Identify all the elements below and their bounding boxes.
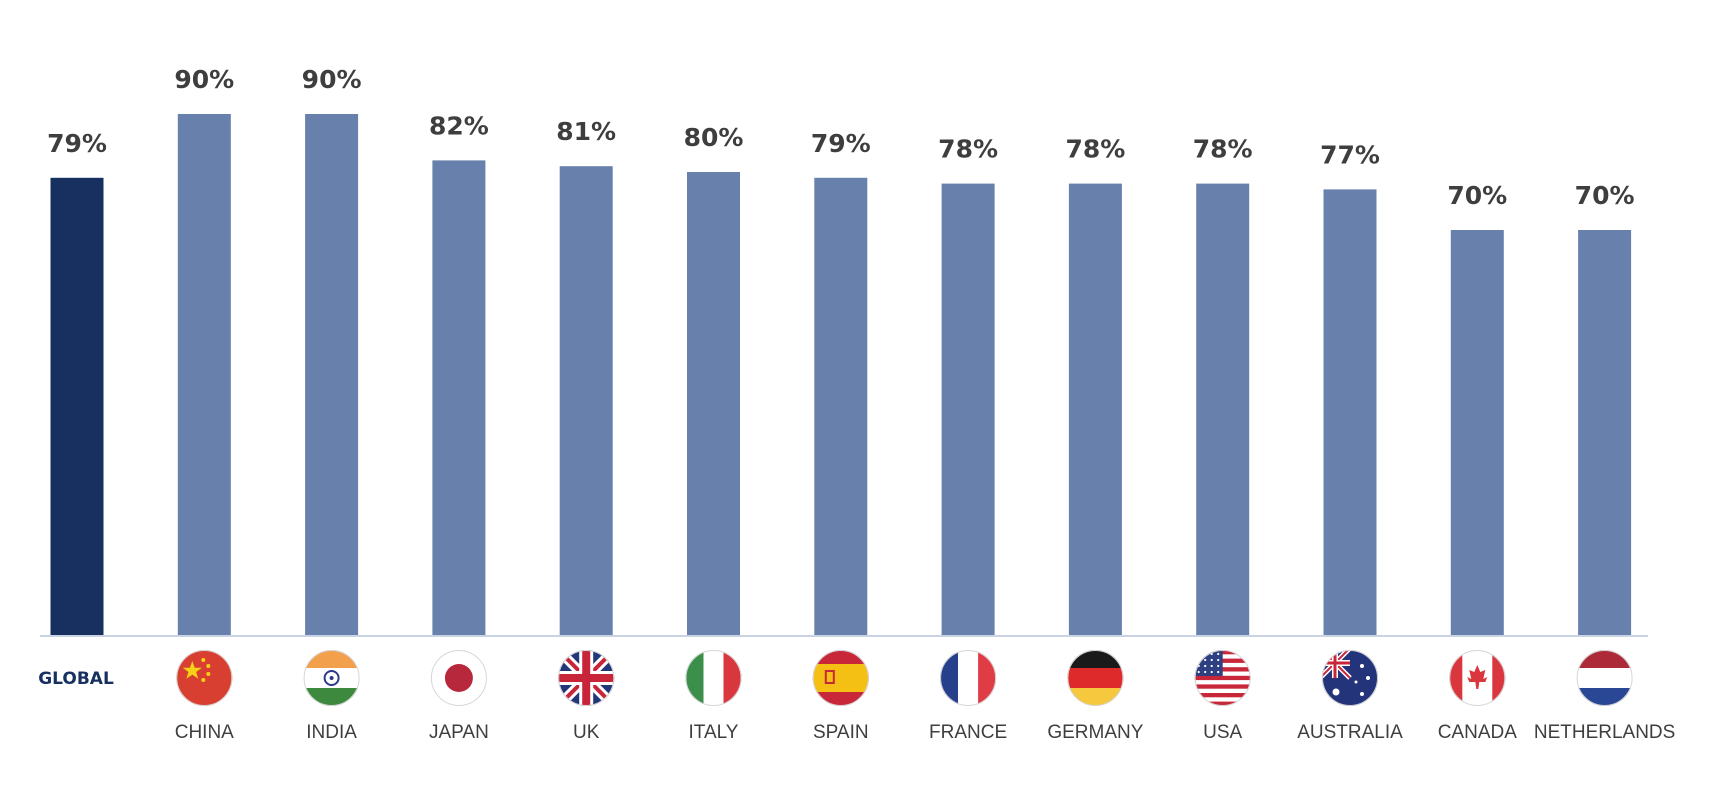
bar-china (177, 114, 231, 636)
bar-global (50, 177, 104, 637)
value-label-global: 79% (47, 129, 107, 158)
australia-flag-icon (1322, 650, 1378, 706)
value-label-india: 90% (302, 65, 362, 94)
value-label-australia: 77% (1320, 140, 1380, 169)
value-label-germany: 78% (1065, 135, 1125, 164)
category-label-italy: ITALY (689, 722, 739, 743)
bar-netherlands (1578, 230, 1632, 636)
value-label-italy: 80% (684, 123, 744, 152)
china-flag-icon (176, 650, 233, 706)
bar-india (305, 114, 359, 636)
value-label-china: 90% (174, 65, 234, 94)
bar-germany (1068, 183, 1122, 636)
flags (176, 650, 1633, 706)
category-label-usa: USA (1203, 722, 1242, 743)
category-label-canada: CANADA (1438, 722, 1518, 743)
bar-japan (432, 160, 486, 636)
category-label-australia: AUSTRALIA (1297, 722, 1403, 743)
value-label-usa: 78% (1193, 135, 1253, 164)
uk-flag-icon (558, 650, 615, 706)
category-label-india: INDIA (306, 722, 357, 743)
bar-australia (1323, 189, 1377, 636)
usa-flag-icon (1194, 650, 1251, 706)
category-label-china: CHINA (175, 722, 234, 743)
category-label-uk: UK (573, 722, 600, 743)
value-label-japan: 82% (429, 111, 489, 140)
category-label-spain: SPAIN (813, 722, 869, 743)
category-label-netherlands: NETHERLANDS (1534, 722, 1675, 743)
germany-flag-icon (1067, 650, 1124, 706)
bars (50, 114, 1632, 637)
category-label-japan: JAPAN (429, 722, 489, 743)
bar-spain (814, 177, 868, 637)
value-label-uk: 81% (556, 117, 616, 146)
bar-usa (1196, 183, 1250, 636)
category-label-global: GLOBAL (38, 669, 114, 689)
canada-flag-icon (1449, 650, 1506, 706)
bar-canada (1450, 230, 1504, 636)
category-label-germany: GERMANY (1047, 722, 1143, 743)
category-label-france: FRANCE (929, 722, 1007, 743)
italy-flag-icon (685, 650, 742, 706)
japan-flag-icon (430, 650, 487, 706)
bar-uk (559, 166, 613, 636)
france-flag-icon (940, 650, 997, 706)
bar-france (941, 183, 995, 636)
value-label-spain: 79% (811, 129, 871, 158)
category-labels: GLOBAL CHINA INDIA JAPAN UK ITALY SPAIN FRANCE G… (38, 669, 1675, 743)
india-flag-icon (303, 650, 360, 706)
spain-flag-icon (812, 650, 869, 706)
netherlands-flag-icon (1576, 650, 1633, 706)
value-label-canada: 70% (1447, 181, 1507, 210)
bar-italy (687, 172, 740, 636)
value-label-france: 78% (938, 135, 998, 164)
value-labels: 79% 90% 90% 82% 81% 80% 79% 78% 78% 78% 77% 70% 70% (47, 65, 1634, 210)
value-label-netherlands: 70% (1575, 181, 1635, 210)
